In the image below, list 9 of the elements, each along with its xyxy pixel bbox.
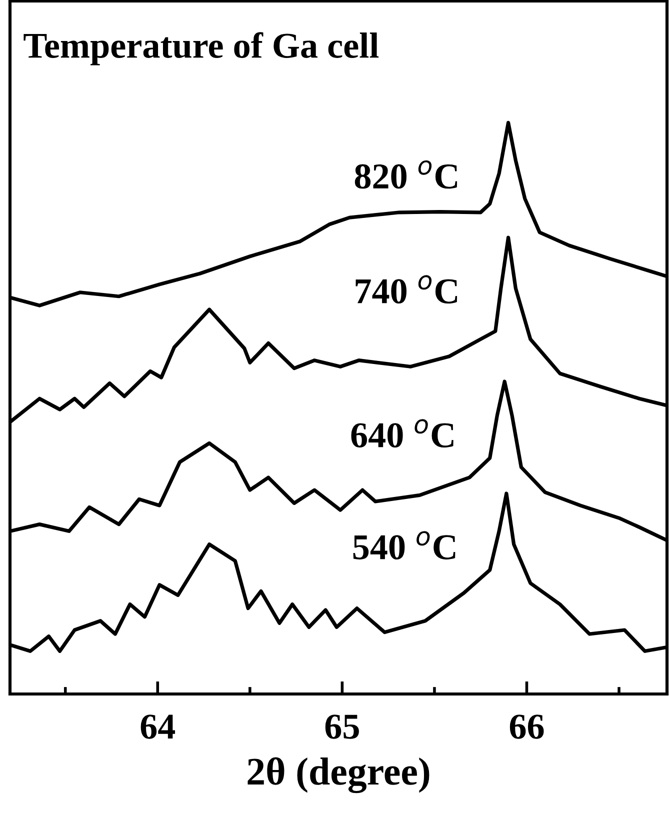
x-axis-title: 2θ (degree) bbox=[248, 757, 430, 794]
series-label: 740 $^{o}$C bbox=[356, 275, 458, 304]
x-tick-label: 65 bbox=[325, 714, 359, 739]
x-tick-label: 64 bbox=[140, 714, 176, 739]
x-tick-label: 66 bbox=[510, 714, 544, 739]
text: Temperature of Ga cell bbox=[24, 32, 379, 66]
series-label: 540 $^{o}$C bbox=[353, 531, 456, 560]
series-label: 820 $^{o}$C bbox=[354, 160, 458, 189]
series-label: 640 $^{o}$C bbox=[351, 419, 454, 448]
